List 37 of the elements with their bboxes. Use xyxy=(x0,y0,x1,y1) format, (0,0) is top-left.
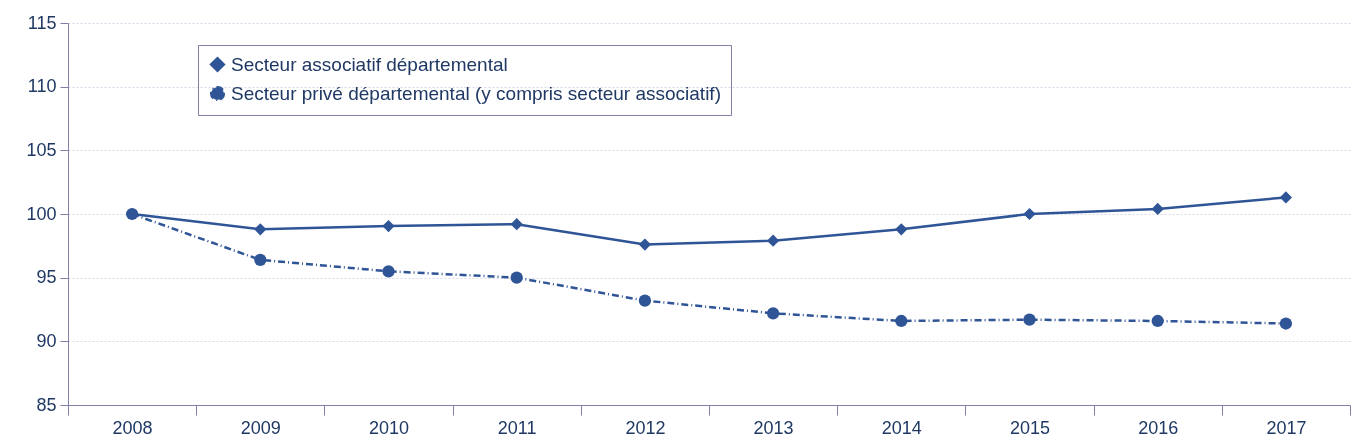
y-tick-label: 105 xyxy=(26,139,57,160)
point xyxy=(895,314,908,328)
point xyxy=(1151,202,1164,216)
y-tick-label: 85 xyxy=(36,394,57,415)
point xyxy=(1023,207,1036,221)
point xyxy=(382,219,395,233)
y-tick-label: 95 xyxy=(36,267,57,288)
x-tick-label: 2014 xyxy=(881,417,922,438)
y-tick-label: 110 xyxy=(27,76,57,97)
point xyxy=(1023,313,1036,326)
point xyxy=(638,294,652,307)
x-tick-label: 2009 xyxy=(240,417,281,438)
point xyxy=(895,223,908,236)
point xyxy=(510,271,523,284)
x-tick-label: 2012 xyxy=(625,417,666,438)
point xyxy=(1279,317,1293,330)
point xyxy=(382,265,395,278)
x-tick-label: 2016 xyxy=(1138,417,1179,438)
y-tick-label: 90 xyxy=(36,330,57,351)
y-tick-label: 115 xyxy=(27,12,57,33)
point xyxy=(510,218,523,231)
y-tick-label: 100 xyxy=(26,203,57,224)
legend-label: Secteur associatif départemental xyxy=(231,53,508,75)
point xyxy=(1151,314,1164,328)
x-tick-label: 2017 xyxy=(1266,417,1307,438)
x-tick-label: 2008 xyxy=(112,417,153,438)
x-tick-label: 2015 xyxy=(1009,417,1051,438)
point xyxy=(766,234,780,247)
point xyxy=(1279,191,1293,204)
point xyxy=(254,253,267,266)
x-tick-label: 2010 xyxy=(368,417,410,438)
legend-label: Secteur privé départemental (y compris secteur associatif) xyxy=(231,82,721,104)
point xyxy=(254,223,267,236)
x-tick-label: 2013 xyxy=(753,417,794,438)
point xyxy=(766,307,780,320)
x-tick-label: 2011 xyxy=(497,417,537,438)
point xyxy=(638,238,652,251)
